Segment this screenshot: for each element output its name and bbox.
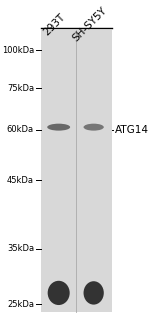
FancyBboxPatch shape bbox=[41, 30, 112, 312]
Text: 293T: 293T bbox=[42, 12, 68, 37]
Ellipse shape bbox=[48, 281, 70, 305]
Text: 45kDa: 45kDa bbox=[7, 176, 34, 185]
Text: 25kDa: 25kDa bbox=[7, 300, 34, 308]
Text: SH-SY5Y: SH-SY5Y bbox=[71, 6, 109, 44]
Text: 35kDa: 35kDa bbox=[7, 244, 34, 253]
Ellipse shape bbox=[47, 124, 70, 131]
Text: 75kDa: 75kDa bbox=[7, 84, 34, 93]
Text: ATG14: ATG14 bbox=[115, 125, 148, 135]
Ellipse shape bbox=[84, 124, 104, 131]
Text: 60kDa: 60kDa bbox=[7, 125, 34, 134]
Ellipse shape bbox=[84, 281, 104, 304]
Text: 100kDa: 100kDa bbox=[2, 46, 34, 55]
